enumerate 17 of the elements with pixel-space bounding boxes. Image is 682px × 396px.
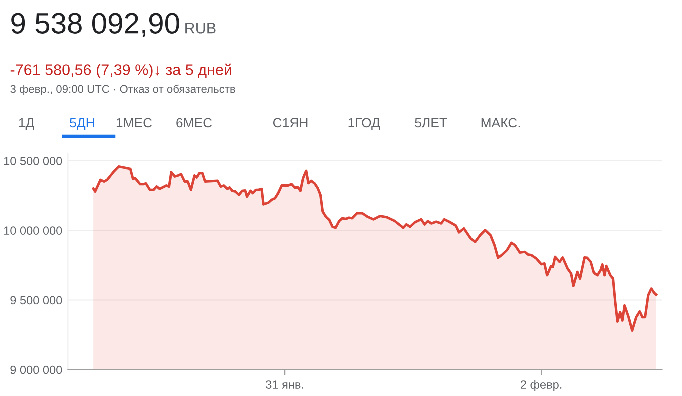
x-tick-label: 2 февр. [521, 380, 562, 392]
chart-subtitle: -761 580,56 (7,39 %)↓ за 5 дней [10, 64, 232, 78]
text: С1ЯН [273, 118, 308, 128]
text: 6МЕС [176, 118, 212, 128]
text: 5ДН [70, 118, 94, 130]
y-tick-label: 10 000 000 [4, 226, 62, 236]
text: 1МЕС [116, 118, 152, 128]
text: 5ЛЕТ [415, 118, 448, 128]
text: МАКС. [482, 118, 520, 128]
text: 1Д [19, 118, 34, 130]
chart-title: 9 538 092,90 RUB [12, 13, 216, 38]
y-tick-label: 9 500 000 [10, 296, 62, 305]
text: 1ГОД [348, 118, 380, 130]
y-tick-label: 9 000 000 [10, 366, 62, 374]
text: 3 февр., 09:00 UTC · Отказ от обязательств [10, 84, 236, 96]
y-tick-label: 10 500 000 [4, 157, 62, 166]
x-tick-label: 31 янв. [266, 380, 304, 389]
